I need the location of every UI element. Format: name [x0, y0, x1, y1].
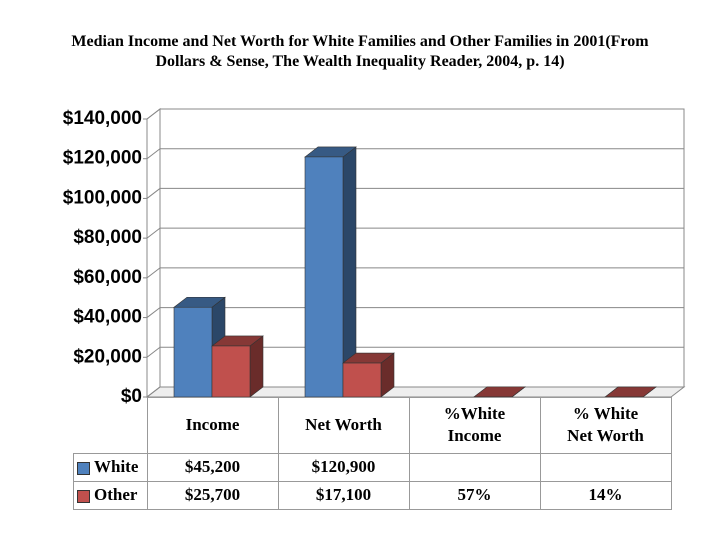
bar: [304, 146, 357, 398]
grid-line: [146, 148, 684, 160]
bar-front: [304, 156, 344, 398]
y-tick-label: $60,000: [73, 267, 142, 288]
category-label: Net Worth: [305, 415, 382, 435]
y-tick-label: $120,000: [63, 148, 142, 169]
side-wall: [146, 107, 161, 399]
y-tick-label: $140,000: [63, 108, 142, 129]
value-cell: $120,900: [277, 452, 410, 482]
y-tick-label: $80,000: [73, 227, 142, 248]
value-cell: $17,100: [277, 480, 410, 510]
category-label: Income: [185, 415, 240, 435]
category-cell: Income: [146, 397, 279, 454]
y-tick-label: $100,000: [63, 187, 142, 208]
value-cell: 57%: [408, 480, 541, 510]
value-cell: $45,200: [146, 452, 279, 482]
header-row: Income Net Worth %White Income % White Net …: [73, 397, 672, 454]
chart-title: Median Income and Net Worth for White Fa…: [71, 33, 649, 70]
series-row: Other $25,700 $17,100 57% 14%: [73, 480, 672, 510]
value-label: $120,900: [311, 457, 376, 476]
category-label: % White Net Worth: [567, 404, 644, 446]
value-cell: $25,700: [146, 480, 279, 510]
category-cell: Net Worth: [277, 397, 410, 454]
grid-line: [146, 307, 684, 318]
y-tick-label: $40,000: [73, 307, 142, 328]
bar: [342, 352, 395, 398]
bar: [473, 386, 526, 398]
corner-cell: [73, 397, 148, 454]
legend-label: Other: [94, 485, 138, 504]
value-label: $45,200: [184, 457, 241, 476]
bar-side: [249, 335, 264, 398]
bar-front: [211, 345, 251, 398]
legend-cell: White: [73, 452, 148, 482]
grid-line: [146, 187, 684, 199]
y-tick-label: $20,000: [73, 346, 142, 367]
category-cell: % White Net Worth: [539, 397, 672, 454]
legend-swatch: [77, 461, 90, 475]
bar: [604, 386, 657, 398]
grid-line: [146, 227, 684, 239]
category-label: %White Income: [443, 404, 506, 446]
legend-label: White: [94, 457, 139, 476]
legend-cell: Other: [73, 480, 148, 510]
series-row: White $45,200 $120,900: [73, 452, 672, 482]
grid-line: [146, 346, 684, 358]
value-label: $25,700: [184, 485, 241, 504]
value-label: $17,100: [315, 485, 372, 504]
bar-front: [342, 362, 382, 398]
value-label: 57%: [457, 485, 492, 504]
grid-line: [146, 267, 684, 279]
value-cell: 14%: [539, 480, 672, 510]
value-cell: [408, 452, 541, 482]
legend-swatch: [77, 489, 90, 503]
bar: [211, 335, 264, 398]
value-label: 14%: [588, 485, 623, 504]
data-table: Income Net Worth %White Income % White Net …: [73, 397, 672, 510]
grid-line: [146, 108, 684, 120]
value-cell: [539, 452, 672, 482]
category-cell: %White Income: [408, 397, 541, 454]
bar-front: [173, 306, 213, 398]
